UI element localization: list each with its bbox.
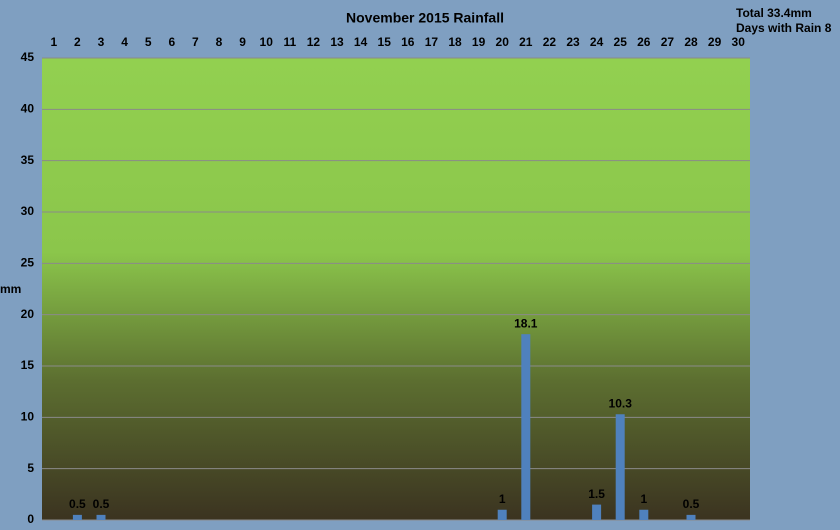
x-tick-label: 3 — [98, 35, 105, 49]
x-tick-label: 18 — [448, 35, 462, 49]
x-tick-label: 4 — [121, 35, 128, 49]
annotation: Total 33.4mm — [736, 6, 812, 20]
x-tick-label: 7 — [192, 35, 199, 49]
bar — [592, 504, 602, 520]
y-tick-label: 25 — [21, 256, 35, 270]
x-tick-label: 29 — [708, 35, 722, 49]
y-tick-label: 10 — [21, 410, 35, 424]
x-tick-label: 2 — [74, 35, 81, 49]
y-tick-label: 5 — [27, 461, 34, 475]
x-tick-label: 24 — [590, 35, 604, 49]
data-label: 0.5 — [683, 497, 700, 511]
y-tick-label: 40 — [21, 102, 35, 116]
annotation: Days with Rain 8 — [736, 21, 832, 35]
data-label: 18.1 — [514, 316, 538, 330]
x-tick-label: 22 — [543, 35, 557, 49]
data-label: 0.5 — [93, 497, 110, 511]
chart-title: November 2015 Rainfall — [346, 10, 504, 26]
x-tick-label: 6 — [168, 35, 175, 49]
x-tick-label: 21 — [519, 35, 533, 49]
bar — [497, 509, 507, 520]
x-tick-label: 10 — [260, 35, 274, 49]
data-label: 0.5 — [69, 497, 86, 511]
x-tick-label: 19 — [472, 35, 486, 49]
x-tick-label: 11 — [283, 35, 296, 49]
bar — [72, 514, 82, 520]
x-tick-label: 14 — [354, 35, 368, 49]
bar — [96, 514, 106, 520]
x-tick-label: 27 — [661, 35, 675, 49]
data-label: 10.3 — [609, 396, 633, 410]
x-tick-label: 20 — [496, 35, 510, 49]
x-tick-label: 8 — [216, 35, 223, 49]
x-tick-label: 9 — [239, 35, 246, 49]
x-tick-label: 23 — [566, 35, 580, 49]
x-tick-label: 16 — [401, 35, 415, 49]
x-tick-label: 17 — [425, 35, 439, 49]
y-tick-label: 0 — [27, 512, 34, 526]
bar — [521, 334, 531, 520]
data-label: 1.5 — [588, 487, 605, 501]
bar — [639, 509, 649, 520]
y-tick-label: 15 — [21, 358, 35, 372]
x-tick-label: 12 — [307, 35, 321, 49]
y-tick-label: 35 — [21, 153, 35, 167]
y-axis-label: mm — [0, 282, 21, 296]
y-tick-label: 20 — [21, 307, 35, 321]
x-tick-label: 1 — [50, 35, 57, 49]
plot-area — [42, 58, 750, 520]
x-tick-label: 15 — [378, 35, 392, 49]
data-label: 1 — [640, 492, 647, 506]
bar — [686, 514, 696, 520]
data-label: 1 — [499, 492, 506, 506]
x-tick-label: 5 — [145, 35, 152, 49]
x-tick-label: 28 — [684, 35, 698, 49]
y-tick-label: 30 — [21, 204, 35, 218]
bar — [615, 414, 625, 520]
x-tick-label: 26 — [637, 35, 651, 49]
x-tick-label: 13 — [330, 35, 344, 49]
x-tick-label: 30 — [732, 35, 746, 49]
x-tick-label: 25 — [614, 35, 628, 49]
y-tick-label: 45 — [21, 50, 35, 64]
